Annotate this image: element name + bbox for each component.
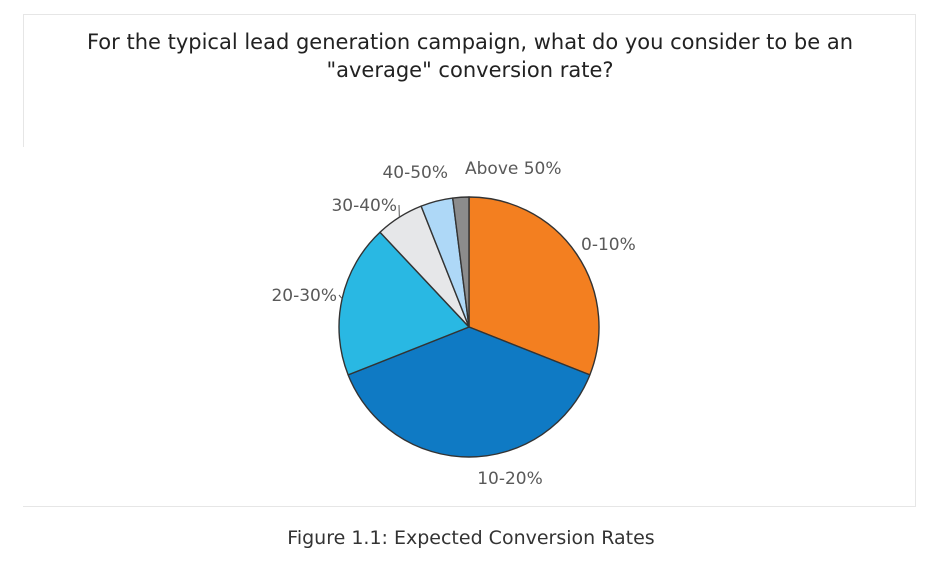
slice-label-2: 10-20% <box>477 469 543 489</box>
leader-line-3 <box>338 294 343 299</box>
chart-title-line-2: "average" conversion rate? <box>326 58 614 82</box>
chart-frame <box>23 14 916 507</box>
slice-label-5: 40-50% <box>382 163 448 183</box>
pie-slice-6 <box>452 196 470 328</box>
figure-caption: Figure 1.1: Expected Conversion Rates <box>287 527 655 549</box>
slice-label-3: 20-30% <box>271 286 337 306</box>
pie-leader-lines <box>338 204 400 299</box>
chart-title: For the typical lead generation campaign… <box>24 28 916 84</box>
pie-labels: 0-10% 10-20% 20-30% 30-40% 40-50% Above 50% <box>271 159 635 489</box>
pie-slice-3 <box>338 231 470 376</box>
pie-slice-2 <box>347 326 591 458</box>
pie-slice-1 <box>468 196 600 376</box>
chart-frame-left-edge <box>23 14 24 147</box>
pie-slices <box>338 196 600 458</box>
slice-label-4: 30-40% <box>331 196 397 216</box>
slice-label-6: Above 50% <box>465 159 562 179</box>
slice-label-1: 0-10% <box>581 235 636 255</box>
chart-title-line-1: For the typical lead generation campaign… <box>86 30 854 54</box>
